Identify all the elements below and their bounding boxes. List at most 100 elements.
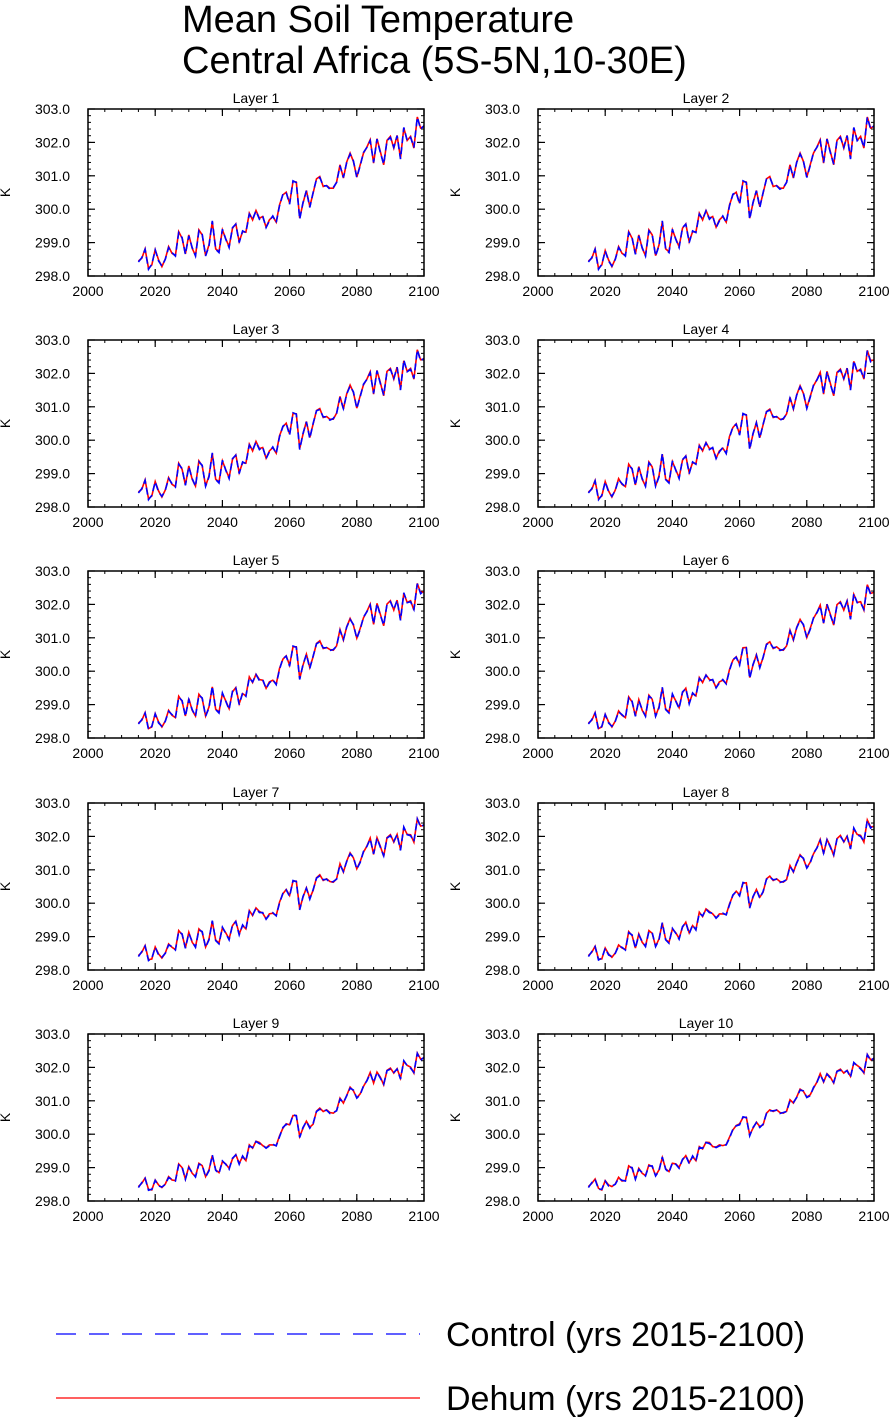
legend-label-dehum: Dehum (yrs 2015-2100) xyxy=(446,1380,805,1418)
plot-frame xyxy=(87,108,425,277)
y-tick-label: 300.0 xyxy=(485,663,520,679)
y-tick-label: 298.0 xyxy=(35,499,70,515)
y-tick-label: 300.0 xyxy=(485,201,520,217)
x-tick-label: 2040 xyxy=(657,514,688,530)
series-line-control xyxy=(137,583,425,732)
title-line-2: Central Africa (5S-5N,10-30E) xyxy=(182,40,687,82)
x-tick-label: 2000 xyxy=(72,1208,103,1224)
panel-layer-4: Layer 4 K 2000 2020 2040 2060 2080 2100 298.0 299… xyxy=(447,321,890,530)
plot-frame xyxy=(87,1033,425,1202)
plot-frame xyxy=(87,802,425,971)
x-tick-label: 2080 xyxy=(791,514,822,530)
y-tick-label: 299.0 xyxy=(35,235,70,251)
x-tick-label: 2100 xyxy=(858,977,889,993)
x-tick-label: 2000 xyxy=(522,283,553,299)
series-line-control xyxy=(587,817,875,962)
x-tick-label: 2080 xyxy=(341,514,372,530)
y-tick-label: 299.0 xyxy=(485,466,520,482)
y-tick-label: 302.0 xyxy=(485,828,520,844)
x-tick-label: 2060 xyxy=(724,977,755,993)
x-tick-label: 2040 xyxy=(207,514,238,530)
x-tick-label: 2100 xyxy=(408,514,439,530)
x-tick-label: 2020 xyxy=(140,514,171,530)
y-axis-label: K xyxy=(0,418,13,428)
panel-title: Layer 4 xyxy=(683,321,730,337)
y-tick-label: 302.0 xyxy=(485,134,520,150)
y-axis-label: K xyxy=(0,1112,13,1122)
y-axis-label: K xyxy=(0,881,13,891)
x-tick-label: 2080 xyxy=(791,977,822,993)
y-tick-label: 303.0 xyxy=(485,1026,520,1042)
panel-title: Layer 9 xyxy=(233,1015,280,1031)
x-tick-label: 2040 xyxy=(657,977,688,993)
y-tick-label: 299.0 xyxy=(35,697,70,713)
x-tick-label: 2060 xyxy=(274,514,305,530)
y-tick-label: 302.0 xyxy=(485,1059,520,1075)
x-tick-label: 2020 xyxy=(140,745,171,761)
y-tick-label: 299.0 xyxy=(485,697,520,713)
y-tick-label: 303.0 xyxy=(485,101,520,117)
y-tick-label: 302.0 xyxy=(485,365,520,381)
x-tick-label: 2000 xyxy=(72,514,103,530)
panel-layer-6: Layer 6 K 2000 2020 2040 2060 2080 2100 298.0 299… xyxy=(447,552,890,761)
x-tick-label: 2060 xyxy=(724,745,755,761)
series-line-control xyxy=(137,816,425,962)
x-tick-label: 2080 xyxy=(341,745,372,761)
series-line-dehum xyxy=(137,583,425,730)
x-tick-label: 2000 xyxy=(522,514,553,530)
x-tick-label: 2020 xyxy=(590,1208,621,1224)
x-tick-label: 2040 xyxy=(207,745,238,761)
x-tick-label: 2100 xyxy=(858,1208,889,1224)
panel-title: Layer 2 xyxy=(683,90,730,106)
panel-layer-3: Layer 3 K 2000 2020 2040 2060 2080 2100 298.0 299… xyxy=(0,321,440,530)
series-line-dehum xyxy=(587,584,875,730)
y-axis-label: K xyxy=(447,881,463,891)
plot-frame xyxy=(537,1033,875,1202)
x-tick-label: 2020 xyxy=(590,977,621,993)
plot-frame xyxy=(87,570,425,739)
panel-layer-8: Layer 8 K 2000 2020 2040 2060 2080 2100 298.0 299… xyxy=(447,784,890,993)
y-axis-label: K xyxy=(0,649,13,659)
x-tick-label: 2060 xyxy=(274,977,305,993)
x-tick-label: 2040 xyxy=(657,1208,688,1224)
panel-layer-7: Layer 7 K 2000 2020 2040 2060 2080 2100 298.0 299… xyxy=(0,784,440,993)
x-tick-label: 2080 xyxy=(341,977,372,993)
y-axis-label: K xyxy=(447,418,463,428)
y-tick-label: 303.0 xyxy=(35,332,70,348)
series-line-dehum xyxy=(137,815,425,961)
panel-layer-10: Layer 10 K 2000 2020 2040 2060 2080 2100 298.0 29… xyxy=(447,1015,890,1224)
x-tick-label: 2080 xyxy=(341,283,372,299)
y-axis-label: K xyxy=(447,1112,463,1122)
y-tick-label: 300.0 xyxy=(35,663,70,679)
series-line-dehum xyxy=(137,116,425,270)
panel-title: Layer 1 xyxy=(233,90,280,106)
y-tick-label: 298.0 xyxy=(485,499,520,515)
series-line-dehum xyxy=(587,817,875,960)
series-line-dehum xyxy=(587,350,875,501)
x-tick-label: 2000 xyxy=(522,977,553,993)
y-axis-label: K xyxy=(0,187,13,197)
y-tick-label: 302.0 xyxy=(485,596,520,612)
y-tick-label: 299.0 xyxy=(35,929,70,945)
x-tick-label: 2060 xyxy=(274,283,305,299)
x-tick-label: 2060 xyxy=(274,745,305,761)
y-tick-label: 302.0 xyxy=(35,365,70,381)
figure-title: Mean Soil Temperature Central Africa (5S… xyxy=(182,0,782,82)
x-tick-label: 2020 xyxy=(140,977,171,993)
x-tick-label: 2100 xyxy=(858,745,889,761)
y-tick-label: 303.0 xyxy=(35,1026,70,1042)
y-tick-label: 298.0 xyxy=(485,962,520,978)
x-tick-label: 2040 xyxy=(207,977,238,993)
series-line-control xyxy=(137,349,425,502)
plot-frame xyxy=(87,339,425,508)
y-tick-label: 302.0 xyxy=(35,828,70,844)
plot-frame xyxy=(537,802,875,971)
x-tick-label: 2000 xyxy=(522,1208,553,1224)
plot-frame xyxy=(537,108,875,277)
x-tick-label: 2080 xyxy=(791,283,822,299)
panel-title: Layer 6 xyxy=(683,552,730,568)
title-line-1: Mean Soil Temperature xyxy=(182,0,575,41)
x-tick-label: 2020 xyxy=(590,283,621,299)
